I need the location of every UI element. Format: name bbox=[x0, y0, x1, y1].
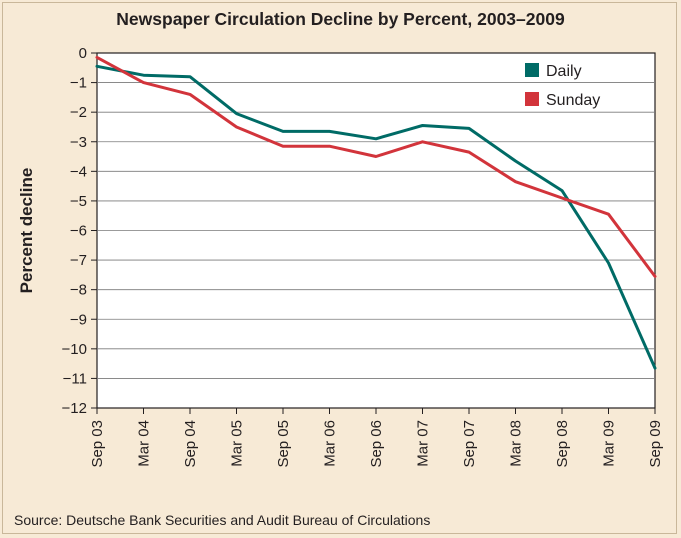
x-tick-label: Mar 06 bbox=[322, 420, 339, 467]
x-axis-ticks: Sep 03 Mar 04 Sep 04 Mar 05 Sep 05 Mar 06 Sep … bbox=[89, 408, 664, 468]
y-tick-label: −10 bbox=[62, 341, 87, 358]
x-tick-label: Sep 07 bbox=[461, 420, 478, 468]
y-tick-label: −8 bbox=[70, 282, 87, 299]
x-tick-label: Sep 09 bbox=[647, 420, 664, 468]
x-tick-label: Sep 08 bbox=[554, 420, 571, 468]
x-tick-label: Mar 05 bbox=[229, 420, 246, 467]
y-tick-label: −9 bbox=[70, 311, 87, 328]
y-tick-label: 0 bbox=[79, 45, 87, 62]
y-tick-label: −6 bbox=[70, 223, 87, 240]
y-tick-label: −2 bbox=[70, 104, 87, 121]
series-line-daily bbox=[95, 64, 657, 370]
gridlines bbox=[97, 82, 655, 379]
series-lines bbox=[95, 55, 657, 370]
y-tick-label: −5 bbox=[70, 193, 87, 210]
legend-label: Sunday bbox=[546, 92, 600, 109]
legend-swatch bbox=[525, 92, 539, 106]
source-note: Source: Deutsche Bank Securities and Aud… bbox=[14, 512, 431, 528]
legend: Daily Sunday bbox=[525, 63, 600, 109]
legend-label: Daily bbox=[546, 63, 582, 80]
series-line-sunday bbox=[95, 55, 657, 278]
x-tick-label: Mar 08 bbox=[508, 420, 525, 467]
y-tick-label: −11 bbox=[63, 370, 87, 387]
legend-swatch bbox=[525, 63, 539, 77]
y-tick-label: −4 bbox=[70, 163, 87, 180]
chart-title: Newspaper Circulation Decline by Percent… bbox=[116, 9, 565, 29]
x-tick-label: Mar 09 bbox=[601, 420, 618, 467]
x-tick-label: Mar 07 bbox=[415, 420, 432, 467]
y-tick-label: −7 bbox=[70, 252, 87, 269]
y-axis-label: Percent decline bbox=[17, 168, 36, 294]
x-tick-label: Sep 05 bbox=[275, 420, 292, 468]
x-tick-label: Sep 06 bbox=[368, 420, 385, 468]
x-tick-label: Sep 03 bbox=[89, 420, 106, 468]
y-tick-label: −12 bbox=[62, 400, 87, 417]
x-tick-label: Mar 04 bbox=[136, 420, 153, 467]
x-tick-label: Sep 04 bbox=[182, 420, 199, 468]
y-axis-ticks: 0 −1 −2 −3 −4 −5 −6 −7 −8 −9 −10 −11 −12 bbox=[62, 45, 97, 417]
y-tick-label: −1 bbox=[70, 75, 87, 92]
y-tick-label: −3 bbox=[70, 134, 87, 151]
